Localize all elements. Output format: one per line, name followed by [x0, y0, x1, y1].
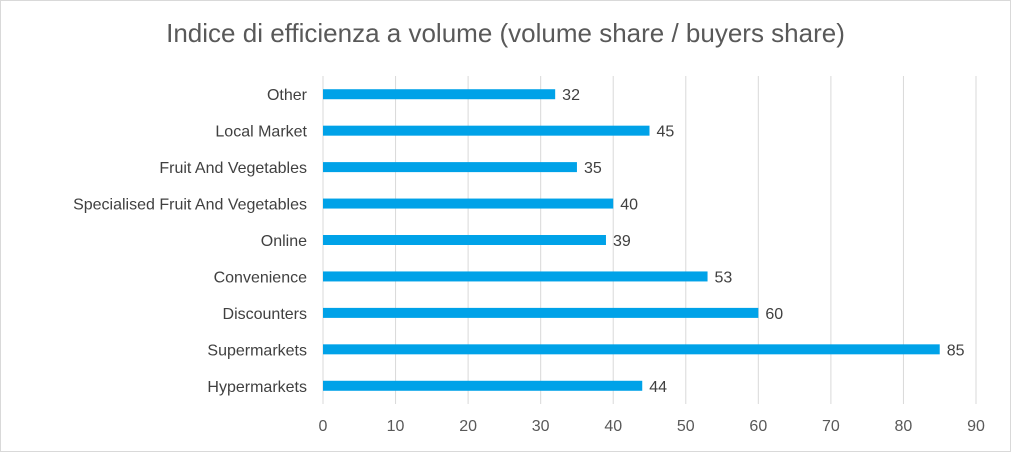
data-label: 32 — [562, 87, 580, 104]
data-label: 35 — [584, 160, 602, 177]
x-tick-label: 40 — [604, 418, 622, 435]
bar — [323, 125, 650, 136]
x-tick-label: 20 — [459, 418, 477, 435]
category-label: Hypermarkets — [207, 379, 307, 396]
bar — [323, 89, 556, 100]
x-tick-label: 30 — [532, 418, 550, 435]
bar — [323, 271, 708, 282]
bar — [323, 162, 577, 173]
data-label: 39 — [613, 233, 631, 250]
category-label: Discounters — [223, 306, 307, 323]
x-tick-label: 60 — [749, 418, 767, 435]
bar — [323, 307, 759, 318]
category-label: Convenience — [214, 269, 308, 286]
data-label: 40 — [620, 197, 638, 214]
x-tick-label: 80 — [895, 418, 913, 435]
data-label: 44 — [649, 379, 667, 396]
data-label: 60 — [765, 306, 783, 323]
bar — [323, 235, 606, 245]
x-tick-label: 0 — [319, 418, 328, 435]
x-tick-label: 70 — [822, 418, 840, 435]
bar — [323, 344, 940, 355]
x-tick-label: 90 — [967, 418, 985, 435]
data-label: 45 — [657, 124, 675, 141]
category-label: Other — [267, 87, 308, 104]
category-label: Local Market — [215, 124, 307, 141]
data-label: 85 — [947, 342, 965, 359]
category-label: Online — [261, 233, 307, 250]
bar — [323, 198, 614, 209]
category-label: Supermarkets — [207, 342, 307, 359]
category-label: Fruit And Vegetables — [159, 160, 307, 177]
bar — [323, 380, 643, 391]
chart-title: Indice di efficienza a volume (volume sh… — [166, 18, 845, 48]
x-tick-label: 50 — [677, 418, 695, 435]
x-tick-label: 10 — [387, 418, 405, 435]
data-label: 53 — [715, 269, 733, 286]
category-label: Specialised Fruit And Vegetables — [73, 197, 307, 214]
